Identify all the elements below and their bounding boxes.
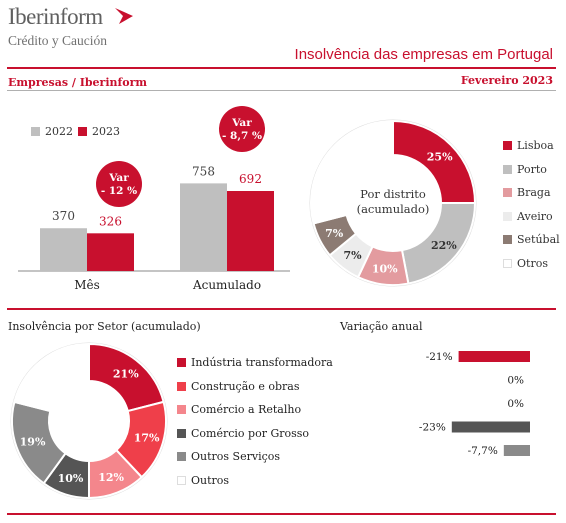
legend-item-grosso: Comércio por Grosso xyxy=(177,422,333,446)
legend-item-outros: Outros xyxy=(177,469,333,493)
legend-label: Setúbal xyxy=(517,233,560,247)
legend-item-industria: Indústria transformadora xyxy=(177,351,333,375)
legend-item-retalho: Comércio a Retalho xyxy=(177,398,333,422)
legend-swatch xyxy=(31,127,40,136)
legend-swatch xyxy=(503,188,512,198)
logo-name: Iberinform xyxy=(8,4,103,29)
legend-swatch xyxy=(177,452,186,462)
data-label: 326 xyxy=(99,214,122,228)
variation-label: Var xyxy=(108,172,129,184)
variation-label: Var xyxy=(231,117,252,129)
variation-bar-chart: -21% 0% 0% -23% -7,7% xyxy=(419,351,530,457)
legend-swatch xyxy=(503,258,512,268)
legend-item-otros: Otros xyxy=(503,252,560,276)
slice-otros xyxy=(310,119,394,225)
slice-label: 19% xyxy=(20,435,46,448)
variation-value: -7,7% xyxy=(468,445,498,457)
district-legend: Lisboa Porto Braga Aveiro Setúbal Otros xyxy=(503,134,560,275)
variation-value: 0% xyxy=(507,398,524,410)
bar-2023-1 xyxy=(227,191,274,271)
slice-label: 10% xyxy=(372,262,398,275)
legend-swatch xyxy=(177,405,186,415)
legend-swatch xyxy=(177,475,186,485)
slice-label: 12% xyxy=(98,471,124,484)
section-rule xyxy=(7,308,556,310)
donut-center-label: Por distrito xyxy=(360,187,426,201)
legend-swatch xyxy=(503,211,512,221)
title-rule xyxy=(7,67,556,69)
subhead-rule xyxy=(7,90,556,91)
slice-label: 22% xyxy=(431,239,457,252)
sector-legend: Indústria transformadora Construção e ob… xyxy=(177,351,333,492)
report-date: Fevereiro 2023 xyxy=(460,74,553,87)
legend-label: Outros Serviços xyxy=(191,450,281,464)
legend-item-setubal: Setúbal xyxy=(503,228,560,252)
footer-rule xyxy=(7,513,556,515)
x-tick-label: Mês xyxy=(74,278,100,292)
slice-label: 7% xyxy=(343,249,362,262)
variation-value: -23% xyxy=(419,422,446,434)
legend-label: Indústria transformadora xyxy=(191,356,333,370)
bar-2022-0 xyxy=(40,228,87,271)
data-label: 692 xyxy=(239,172,262,186)
legend-label: Aveiro xyxy=(517,209,553,223)
legend-swatch xyxy=(503,235,512,245)
legend-swatch xyxy=(177,358,186,368)
section-subheading: Empresas / Iberinform xyxy=(8,76,148,89)
variation-value: -21% xyxy=(426,351,453,363)
slice-outros xyxy=(13,342,90,413)
legend-swatch xyxy=(177,381,186,391)
legend-item-braga: Braga xyxy=(503,181,560,205)
logo-subtitle: Crédito y Caución xyxy=(8,33,107,48)
legend-label: Braga xyxy=(517,186,551,200)
variation-bar xyxy=(503,445,530,456)
variation-label: - 8,7 % xyxy=(222,130,262,142)
variation-value: 0% xyxy=(507,375,524,387)
legend-label: 2022 xyxy=(45,125,73,138)
slice-label: 10% xyxy=(58,472,84,485)
variation-bar xyxy=(451,421,530,433)
x-tick-label: Acumulado xyxy=(192,278,261,292)
legend-label: Comércio a Retalho xyxy=(191,403,302,417)
legend-item-outros-servicos: Outros Serviços xyxy=(177,445,333,469)
slice-label: 17% xyxy=(134,432,160,445)
legend-label: Porto xyxy=(517,162,547,176)
legend-label: Lisboa xyxy=(517,139,554,153)
variation-bar xyxy=(458,351,530,362)
legend-label: Otros xyxy=(517,256,548,270)
slice-label: 7% xyxy=(325,227,344,240)
legend-label: Comércio por Grosso xyxy=(191,426,310,440)
legend-label: 2023 xyxy=(92,125,120,138)
bar-2023-0 xyxy=(87,233,134,271)
page-title: Insolvência das empresas em Portugal xyxy=(294,46,553,63)
legend-item-lisboa: Lisboa xyxy=(503,134,560,158)
data-label: 758 xyxy=(192,164,215,178)
legend-2023: 2023 xyxy=(78,125,120,138)
donut-center-label: (acumulado) xyxy=(357,202,430,216)
legend-item-porto: Porto xyxy=(503,158,560,182)
legend-label: Construção e obras xyxy=(191,379,300,393)
variation-bubble xyxy=(219,106,265,152)
variation-label: - 12 % xyxy=(101,185,137,197)
legend-item-construcao: Construção e obras xyxy=(177,375,333,399)
donut-chart-sector: 21% 17% 12% 10% 19% xyxy=(10,342,168,500)
sector-title: Insolvência por Setor (acumulado) xyxy=(8,320,201,333)
slice-label: 25% xyxy=(427,150,453,163)
legend-2022: 2022 xyxy=(31,125,73,138)
legend-swatch xyxy=(177,428,186,438)
data-label: 370 xyxy=(52,209,75,223)
bar-2022-1 xyxy=(180,183,227,271)
legend-swatch xyxy=(503,164,512,174)
legend-label: Outros xyxy=(191,473,230,487)
legend-item-aveiro: Aveiro xyxy=(503,205,560,229)
legend-swatch xyxy=(78,127,87,136)
variation-bubble xyxy=(96,161,142,207)
variation-title: Variação anual xyxy=(340,320,423,333)
legend-swatch xyxy=(503,141,512,151)
logo-mark-icon xyxy=(115,8,133,24)
slice-label: 21% xyxy=(113,368,139,381)
donut-chart-district: 25% 22% 10% 7% 7% Por distrito(acumulado) xyxy=(309,119,477,287)
